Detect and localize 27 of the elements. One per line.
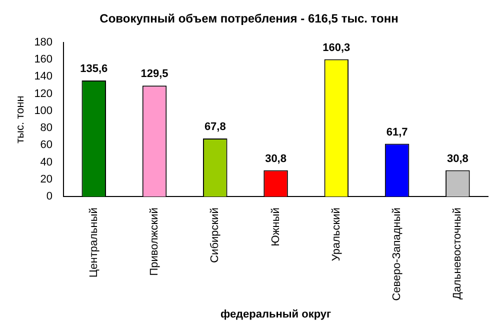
y-tick-label: 160 xyxy=(34,54,53,66)
data-label: 61,7 xyxy=(386,126,408,138)
x-tick-label: Уральский xyxy=(330,208,342,262)
y-tick-label: 20 xyxy=(40,174,53,186)
y-tick-label: 0 xyxy=(46,190,53,203)
x-tick-label: Центральный xyxy=(88,208,100,278)
y-axis-title: тыс. тонн xyxy=(14,96,27,144)
x-tick-label: Сибирский xyxy=(209,208,222,263)
x-tick-label: Дальневосточный xyxy=(452,208,464,300)
x-tick-label: Приволжский xyxy=(148,208,161,276)
y-tick-label: 140 xyxy=(34,70,53,83)
data-label: 135,6 xyxy=(80,62,108,75)
data-label: 67,8 xyxy=(204,121,226,134)
data-label: 30,8 xyxy=(265,152,286,165)
y-tick-label: 40 xyxy=(40,156,53,168)
data-label: 160,3 xyxy=(322,42,350,54)
y-tick-label: 180 xyxy=(34,36,53,48)
y-tick-label: 100 xyxy=(34,104,53,117)
x-tick-label: Северо-Западный xyxy=(391,208,404,301)
y-tick-label: 120 xyxy=(34,88,53,100)
data-label: 129,5 xyxy=(140,68,168,80)
y-tick-label: 80 xyxy=(40,122,53,134)
y-tick-label: 60 xyxy=(40,139,53,152)
x-tick-label: Южный xyxy=(270,208,282,246)
x-axis-title: федеральный округ xyxy=(220,308,332,320)
chart-title: Совокупный объем потребления - 616,5 тыс. тонн xyxy=(100,12,398,26)
data-label: 30,8 xyxy=(446,152,468,165)
